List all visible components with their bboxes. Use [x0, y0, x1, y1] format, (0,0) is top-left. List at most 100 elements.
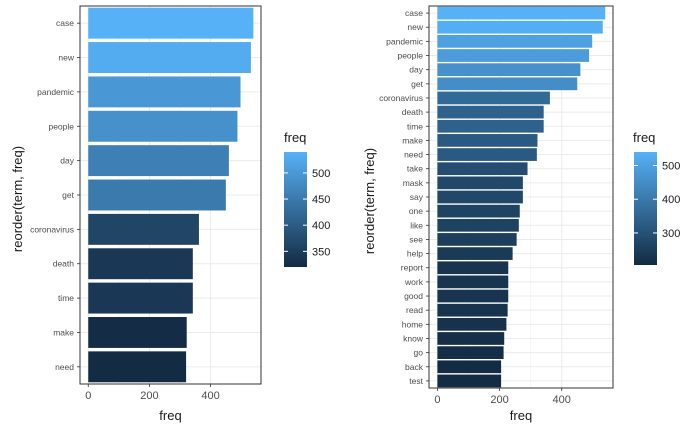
chart-left: case new pandemic people day get coronavirus de… [10, 5, 330, 423]
bar-test [437, 374, 502, 388]
y-tick-label: take [407, 164, 423, 174]
y-tick-label: get [411, 79, 423, 89]
bar-know [437, 332, 505, 345]
y-tick-label: day [60, 156, 74, 166]
y-tick-label: make [53, 327, 74, 337]
x-axis-title: freq [159, 408, 181, 423]
y-tick-label: people [48, 121, 74, 131]
bar-report [437, 261, 509, 275]
bar-home [437, 317, 507, 331]
bar-new [437, 20, 603, 34]
bar-get [437, 77, 578, 91]
y-tick-label: get [62, 190, 74, 200]
x-tick-label: 200 [490, 394, 508, 406]
y-tick-label: good [404, 291, 423, 301]
bar-help [437, 247, 513, 260]
bar-case [88, 7, 254, 39]
bar-get [88, 179, 226, 211]
bar-back [437, 360, 502, 374]
bar-people [88, 110, 238, 142]
y-tick-label: death [402, 107, 424, 117]
y-tick-label: home [402, 319, 424, 329]
y-tick-label: report [401, 263, 424, 273]
y-tick-label: know [403, 333, 424, 343]
y-tick-label: time [58, 293, 74, 303]
bar-day [88, 145, 229, 177]
bar-mask [437, 176, 523, 190]
legend-colorbar [634, 152, 657, 265]
y-tick-label: read [406, 305, 423, 315]
legend-colorbar [284, 152, 307, 267]
y-tick-label: case [405, 8, 423, 18]
y-tick-label: mask [403, 178, 424, 188]
x-tick-label: 400 [553, 394, 571, 406]
y-axis-title: reorder(term, freq) [10, 146, 25, 252]
bar-one [437, 204, 520, 218]
bar-good [437, 289, 509, 303]
legend-tick-label: 350 [312, 246, 330, 258]
legend-tick-label: 500 [662, 160, 680, 172]
bar-go [437, 346, 504, 359]
y-tick-label: case [56, 18, 74, 28]
bar-make [88, 316, 187, 348]
bar-need [88, 351, 187, 383]
y-axis-title: reorder(term, freq) [362, 148, 377, 254]
y-tick-label: make [402, 135, 423, 145]
legend-tick-label: 450 [312, 194, 330, 206]
legend-title: freq [633, 130, 655, 145]
x-tick-label: 400 [201, 390, 219, 402]
bar-read [437, 303, 508, 317]
bar-death [88, 248, 193, 280]
x-tick-label: 0 [85, 390, 91, 402]
legend-tick-label: 500 [312, 168, 330, 180]
y-tick-label: need [55, 362, 74, 372]
y-tick-label: like [410, 220, 423, 230]
y-tick-label: coronavirus [30, 224, 74, 234]
y-tick-label: pandemic [386, 36, 424, 46]
y-tick-label: new [407, 22, 423, 32]
y-tick-label: say [410, 192, 424, 202]
chart-right: case new pandemic people day get coronavirus de… [362, 5, 680, 423]
x-tick-label: 0 [434, 394, 440, 406]
bar-need [437, 148, 537, 161]
bar-like [437, 218, 519, 232]
legend-tick-label: 400 [662, 194, 680, 206]
legend-tick-label: 300 [662, 228, 680, 240]
x-tick-label: 200 [140, 390, 158, 402]
y-tick-label: work [404, 277, 424, 287]
bar-pandemic [88, 76, 241, 108]
bar-case [437, 6, 606, 20]
bar-death [437, 105, 544, 119]
y-tick-label: see [409, 234, 423, 244]
legend-tick-label: 400 [312, 220, 330, 232]
y-tick-label: people [397, 51, 423, 61]
y-tick-label: one [409, 206, 423, 216]
bar-new [88, 42, 251, 74]
bar-take [437, 162, 528, 176]
bar-day [437, 63, 581, 77]
bar-work [437, 275, 509, 289]
y-tick-label: time [407, 121, 423, 131]
bar-say [437, 190, 523, 204]
y-tick-label: death [53, 259, 75, 269]
bar-see [437, 233, 517, 246]
y-tick-label: coronavirus [379, 93, 423, 103]
y-tick-label: test [409, 376, 423, 386]
y-tick-label: go [414, 348, 424, 358]
y-tick-label: day [409, 65, 423, 75]
bar-time [437, 119, 544, 133]
x-axis-title: freq [510, 408, 532, 423]
bar-time [88, 282, 193, 314]
bar-pandemic [437, 35, 593, 48]
y-tick-label: help [407, 249, 423, 259]
y-tick-label: back [405, 362, 424, 372]
bar-people [437, 49, 590, 62]
bar-make [437, 134, 538, 147]
legend-title: freq [284, 130, 306, 145]
bar-coronavirus [88, 213, 199, 245]
y-tick-label: pandemic [37, 87, 75, 97]
bar-coronavirus [437, 91, 550, 105]
y-tick-label: need [404, 150, 423, 160]
